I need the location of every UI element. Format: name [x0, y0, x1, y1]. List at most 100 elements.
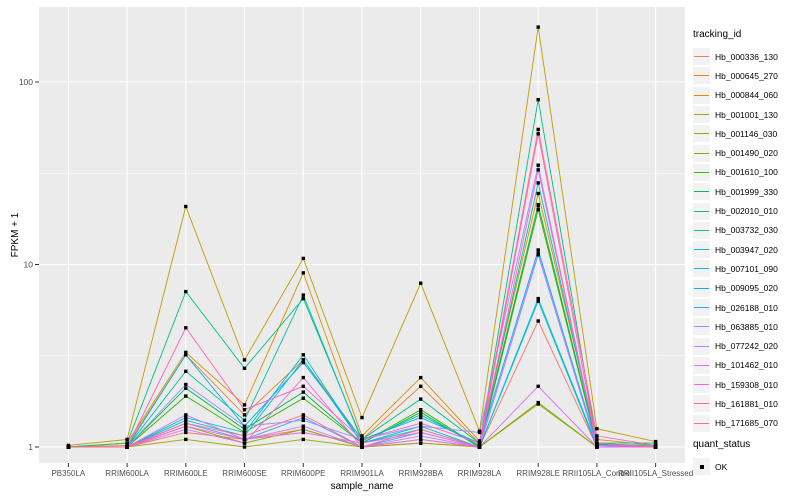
data-point — [419, 427, 423, 431]
legend-item-label: Hb_171685_070 — [715, 418, 778, 429]
series-color-key-icon — [693, 337, 710, 355]
series-color-key-icon — [693, 163, 710, 181]
series-color-key-icon — [693, 144, 710, 162]
data-point — [184, 421, 188, 425]
data-point — [242, 437, 247, 442]
legend-item-Hb_171685_070: Hb_171685_070 — [693, 414, 799, 433]
data-point — [419, 434, 423, 438]
data-point — [536, 251, 540, 256]
data-point — [419, 281, 423, 285]
data-point — [419, 415, 423, 420]
legend-item-Hb_000844_060: Hb_000844_060 — [693, 86, 799, 105]
data-point — [536, 132, 540, 136]
legend-item-label: Hb_159308_010 — [715, 379, 778, 390]
legend-item-quant-ok: OK — [693, 457, 799, 476]
data-point — [184, 413, 188, 417]
data-point — [595, 434, 599, 438]
data-point — [242, 403, 247, 407]
data-point — [419, 410, 423, 414]
data-point — [184, 424, 188, 428]
legend-item-Hb_063885_010: Hb_063885_010 — [693, 317, 799, 336]
data-point — [360, 437, 364, 442]
data-point — [301, 418, 305, 422]
data-point — [536, 98, 540, 102]
legend-item-label: Hb_009095_020 — [715, 283, 778, 294]
x-tick-label: RRIM901LA — [340, 469, 384, 478]
legend-title-quant-status: quant_status — [693, 438, 751, 450]
data-point — [242, 366, 247, 370]
data-point — [419, 441, 423, 445]
data-point — [419, 413, 423, 417]
data-point — [301, 256, 305, 261]
legend-item-Hb_007101_090: Hb_007101_090 — [693, 259, 799, 278]
data-point — [360, 445, 364, 449]
data-point — [66, 445, 71, 449]
legend-item-Hb_003947_020: Hb_003947_020 — [693, 240, 799, 259]
data-point — [595, 441, 599, 445]
data-point — [477, 441, 482, 445]
legend-item-Hb_026188_010: Hb_026188_010 — [693, 298, 799, 317]
data-point — [536, 191, 540, 196]
legend-item-Hb_077242_020: Hb_077242_020 — [693, 336, 799, 355]
legend-item-Hb_161881_010: Hb_161881_010 — [693, 394, 799, 413]
data-point — [360, 441, 364, 445]
data-point — [242, 424, 247, 428]
legend-item-Hb_000645_270: Hb_000645_270 — [693, 66, 799, 85]
data-point — [184, 427, 188, 431]
data-point — [419, 421, 423, 425]
data-point — [184, 382, 188, 387]
x-tick-label: RRIM928LA — [458, 469, 502, 478]
data-point — [536, 25, 540, 29]
data-point — [184, 415, 188, 420]
legend-item-label: Hb_003732_030 — [715, 225, 778, 236]
legend-items: Hb_000336_130 Hb_000645_270 Hb_000844_060 H… — [693, 47, 799, 433]
legend-title-tracking-id: tracking_id — [693, 29, 742, 40]
x-tick-label: RRIM928LE — [516, 469, 560, 478]
data-point — [242, 445, 247, 449]
legend-item-label: Hb_003947_020 — [715, 244, 778, 255]
data-point — [242, 441, 247, 445]
data-point — [536, 296, 540, 301]
data-point — [653, 445, 658, 449]
legend-item-label: Hb_001610_100 — [715, 167, 778, 178]
data-point — [184, 204, 188, 209]
data-point — [242, 430, 247, 435]
data-point — [419, 408, 423, 412]
data-point — [184, 386, 188, 390]
data-point — [595, 427, 599, 431]
data-point — [184, 430, 188, 435]
data-point — [536, 248, 540, 252]
data-point — [242, 408, 247, 412]
legend-item-Hb_003732_030: Hb_003732_030 — [693, 221, 799, 240]
series-color-key-icon — [693, 299, 710, 316]
legend-item-label: Hb_001999_330 — [715, 186, 778, 197]
legend-item-Hb_159308_010: Hb_159308_010 — [693, 375, 799, 394]
data-point — [360, 415, 364, 420]
legend-item-label: Hb_007101_090 — [715, 263, 778, 274]
data-point — [301, 415, 305, 420]
data-point — [419, 424, 423, 428]
data-point — [595, 443, 599, 448]
data-point — [477, 439, 482, 443]
data-point — [184, 418, 188, 422]
data-point — [242, 413, 247, 417]
data-point — [242, 427, 247, 431]
data-point — [536, 207, 540, 212]
legend-item-label: Hb_063885_010 — [715, 321, 778, 332]
legend-item-Hb_001610_100: Hb_001610_100 — [693, 163, 799, 182]
series-color-key-icon — [693, 183, 710, 201]
data-point — [536, 202, 540, 207]
legend-item-Hb_001490_020: Hb_001490_020 — [693, 143, 799, 162]
y-tick-label: 10 — [24, 260, 34, 270]
data-point — [301, 430, 305, 435]
legend-item-label: Hb_001001_130 — [715, 109, 778, 120]
legend-item-Hb_001999_330: Hb_001999_330 — [693, 182, 799, 201]
data-point — [536, 181, 540, 185]
data-point — [301, 427, 305, 431]
data-point — [419, 437, 423, 442]
series-color-key-icon — [693, 395, 710, 413]
data-point — [301, 360, 305, 365]
series-color-key-icon — [693, 67, 710, 85]
legend-item-Hb_009095_020: Hb_009095_020 — [693, 279, 799, 298]
series-color-key-icon — [693, 318, 710, 336]
